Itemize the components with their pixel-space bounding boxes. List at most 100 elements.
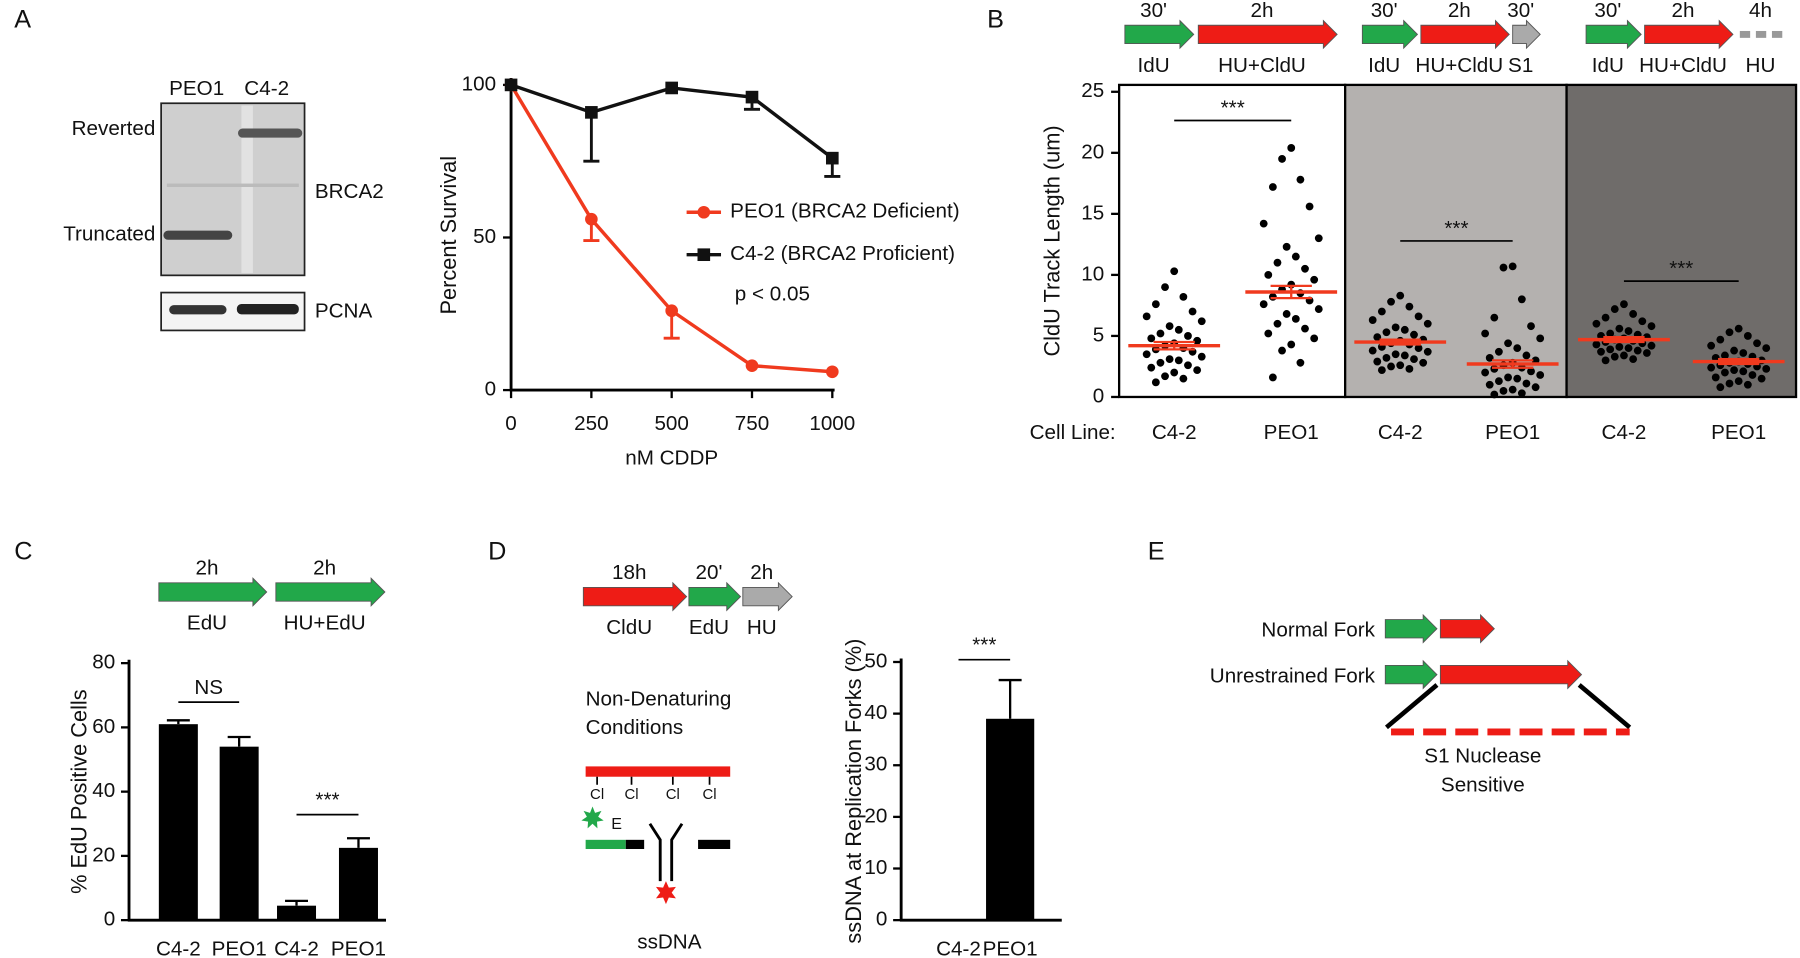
bar — [338, 847, 378, 921]
data-point — [1707, 341, 1716, 350]
data-point — [1629, 355, 1638, 364]
blot-streak — [241, 105, 253, 274]
data-point — [1273, 258, 1282, 267]
x-tick-label: 250 — [574, 412, 608, 435]
category-axis-label: Cell Line: — [1030, 421, 1116, 444]
data-point — [1373, 357, 1382, 366]
x-tick-label: PEO1 — [1485, 421, 1540, 444]
y-tick-label: 0 — [104, 908, 115, 931]
data-point — [1184, 332, 1192, 340]
error-bar — [227, 735, 251, 747]
error-bar — [1492, 359, 1534, 369]
data-point — [1193, 366, 1202, 375]
timeline-arrow — [1644, 19, 1734, 50]
data-point — [1156, 329, 1165, 338]
data-point — [1494, 347, 1503, 356]
significance-label: *** — [315, 788, 339, 811]
data-point — [1517, 389, 1526, 398]
timeline-label: HU — [747, 616, 777, 639]
data-point — [1291, 252, 1300, 261]
data-point — [1387, 297, 1395, 306]
bar — [277, 905, 317, 921]
timeline-label: HU+EdU — [284, 612, 366, 635]
data-point — [1400, 325, 1409, 334]
data-point — [825, 151, 839, 165]
timeline-label: EdU — [187, 612, 227, 635]
timeline-duration: 18h — [612, 561, 646, 584]
y-tick-label: 30 — [864, 753, 887, 776]
data-point — [1707, 363, 1716, 372]
data-point — [1170, 267, 1179, 276]
data-point — [1161, 283, 1169, 292]
timeline-arrow — [158, 577, 268, 607]
protein-label: BRCA2 — [315, 180, 384, 203]
timeline-dash — [1755, 30, 1767, 38]
data-point — [1597, 347, 1605, 356]
data-point — [1264, 329, 1273, 338]
data-point — [1174, 356, 1183, 365]
significance-label: NS — [194, 676, 223, 699]
significance-label: *** — [1221, 96, 1245, 119]
data-point — [1536, 371, 1545, 379]
data-point — [1410, 330, 1418, 339]
data-point — [1382, 328, 1391, 337]
timeline-arrow — [1197, 19, 1338, 50]
edu-label: E — [611, 815, 622, 833]
error-bar — [1718, 357, 1760, 366]
x-tick-label: PEO1 — [212, 937, 267, 958]
data-point — [1296, 358, 1305, 367]
timeline-dash — [1771, 30, 1783, 38]
data-point — [1743, 380, 1752, 389]
data-point — [1165, 322, 1174, 331]
blot-band — [163, 230, 233, 240]
y-tick-label: 20 — [864, 804, 887, 827]
y-axis-label: ssDNA at Replication Forks (%) — [841, 639, 866, 944]
x-tick-label: 750 — [735, 412, 769, 435]
data-point — [1610, 352, 1619, 361]
timeline-arrow — [1384, 613, 1438, 644]
cldu-strand — [585, 766, 731, 777]
data-point — [1485, 354, 1494, 362]
y-tick-label: 100 — [462, 72, 496, 95]
data-point — [1757, 374, 1766, 383]
error-bar — [998, 678, 1022, 719]
data-point — [1730, 346, 1738, 355]
diagram-caption: ssDNA — [637, 931, 701, 954]
timeline-label: S1 — [1508, 54, 1533, 77]
significance-label: *** — [1669, 257, 1693, 280]
data-point — [1592, 319, 1601, 328]
data-point — [1264, 270, 1273, 279]
significance-label: *** — [1444, 217, 1468, 240]
data-point — [1423, 319, 1432, 328]
legend-marker — [697, 248, 711, 262]
data-point — [1638, 317, 1647, 326]
band-label: Reverted — [72, 117, 156, 140]
data-point — [1197, 352, 1206, 361]
data-point — [1282, 310, 1291, 318]
y-axis-label: % EdU Positive Cells — [67, 689, 92, 894]
x-tick-label: C4-2 — [1152, 421, 1197, 444]
y-tick-label: 0 — [1093, 384, 1104, 407]
data-point — [1739, 367, 1748, 376]
x-tick-label: PEO1 — [1264, 421, 1319, 444]
data-point — [1629, 310, 1638, 318]
timeline-duration: 2h — [1250, 0, 1273, 22]
data-point — [1278, 346, 1286, 355]
timeline-label: HU — [1746, 54, 1776, 77]
data-point — [1268, 373, 1277, 382]
data-point — [1268, 183, 1277, 191]
data-point — [1615, 343, 1624, 351]
timeline-duration: 2h — [750, 561, 773, 584]
lane-label: PEO1 — [169, 77, 224, 100]
cl-label: Cl — [590, 787, 604, 803]
timeline-duration: 30' — [1140, 0, 1167, 22]
timeline-duration: 20' — [696, 561, 723, 584]
data-point — [1396, 291, 1405, 300]
data-point — [1606, 329, 1615, 338]
data-point — [1499, 386, 1508, 395]
data-point — [1151, 378, 1160, 387]
y-tick-label: 40 — [864, 701, 887, 724]
cl-label: Cl — [666, 787, 680, 803]
data-point — [1504, 339, 1512, 348]
timeline-label: CldU — [606, 616, 652, 639]
